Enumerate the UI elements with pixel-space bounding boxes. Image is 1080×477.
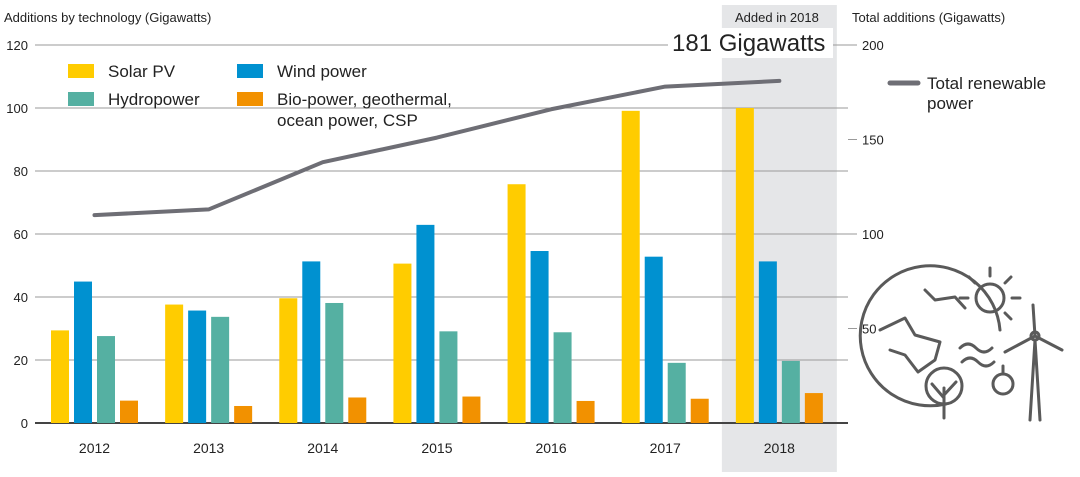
left-axis-ticks: 0 20 40 60 80 100 120 [6,38,28,431]
bar-solar-pv-2017 [621,110,640,424]
legend: Solar PV Wind power Hydropower Bio-power, g… [68,62,1046,130]
bar-solar-pv-2014 [279,298,298,423]
legend-label-total: power [927,94,974,113]
left-tick-label: 20 [14,353,28,368]
left-tick-label: 80 [14,164,28,179]
total-point-2012 [94,214,95,216]
legend-label-total: Total renewable [927,74,1046,93]
bar-hydropower-2016 [553,332,572,423]
legend-swatch [237,64,263,78]
x-tick-label: 2013 [193,440,224,456]
renewable-energy-globe-icon [858,264,1064,422]
legend-label: Bio-power, geothermal, [277,90,452,109]
bar-hydropower-2012 [97,336,115,423]
total-point-2017 [664,86,666,88]
bar-bio-power-geothermal-ocean-power-csp-2017 [690,398,709,423]
left-tick-label: 0 [21,416,28,431]
bar-solar-pv-2018 [735,108,754,423]
total-point-2016 [550,108,552,110]
left-tick-label: 40 [14,290,28,305]
highlight-label: Added in 2018 [735,10,819,25]
x-tick-label: 2016 [535,440,566,456]
bar-wind-power-2014 [302,261,321,423]
legend-label: Hydropower [108,90,200,109]
highlight-value: 181 Gigawatts [672,30,825,57]
right-tick-label: 100 [862,227,884,242]
right-axis-label: Total additions (Gigawatts) [852,10,1005,25]
bar-solar-pv-2012 [51,330,69,423]
bar-bio-power-geothermal-ocean-power-csp-2018 [804,393,823,423]
legend-label: Solar PV [108,62,176,81]
x-tick-label: 2017 [650,440,681,456]
x-tick-label: 2018 [764,440,795,456]
bar-bio-power-geothermal-ocean-power-csp-2014 [348,397,367,423]
bar-hydropower-2014 [325,302,344,423]
total-point-2014 [322,161,324,163]
right-tick-label: 200 [862,38,884,53]
bar-hydropower-2018 [781,360,800,423]
total-point-2018 [778,80,780,82]
x-tick-label: 2015 [421,440,452,456]
bar-wind-power-2015 [416,224,435,423]
bar-solar-pv-2016 [507,184,526,423]
bar-hydropower-2017 [667,362,686,423]
total-point-2013 [208,208,210,210]
left-tick-label: 120 [6,38,28,53]
right-tick-label: 50 [862,322,876,337]
bar-hydropower-2015 [439,331,458,423]
bars [51,108,823,424]
bar-solar-pv-2013 [165,304,184,423]
bar-bio-power-geothermal-ocean-power-csp-2016 [576,400,595,423]
bar-wind-power-2016 [530,251,549,423]
bar-bio-power-geothermal-ocean-power-csp-2015 [462,396,481,423]
bar-wind-power-2017 [644,256,663,423]
left-axis-label: Additions by technology (Gigawatts) [4,10,211,25]
bar-wind-power-2012 [74,281,92,423]
x-tick-label: 2012 [79,440,110,456]
legend-label: ocean power, CSP [277,111,418,130]
left-tick-label: 60 [14,227,28,242]
bar-wind-power-2013 [188,310,207,423]
legend-label: Wind power [277,62,367,81]
bar-wind-power-2018 [758,261,777,423]
x-axis-labels: 2012 2013 2014 2015 2016 2017 2018 [79,440,795,456]
bar-solar-pv-2015 [393,263,412,423]
total-point-2015 [436,137,438,139]
legend-swatch [68,64,94,78]
total-line-layer [92,78,782,218]
bar-bio-power-geothermal-ocean-power-csp-2012 [120,400,138,423]
bar-hydropower-2013 [211,316,230,423]
highlight-value-backdrop [668,28,833,58]
bar-bio-power-geothermal-ocean-power-csp-2013 [234,405,253,423]
legend-swatch [237,92,263,106]
left-tick-label: 100 [6,101,28,116]
x-tick-label: 2014 [307,440,338,456]
legend-swatch [68,92,94,106]
right-axis-ticks: 50 100 150 200 [848,38,884,337]
right-tick-label: 150 [862,133,884,148]
